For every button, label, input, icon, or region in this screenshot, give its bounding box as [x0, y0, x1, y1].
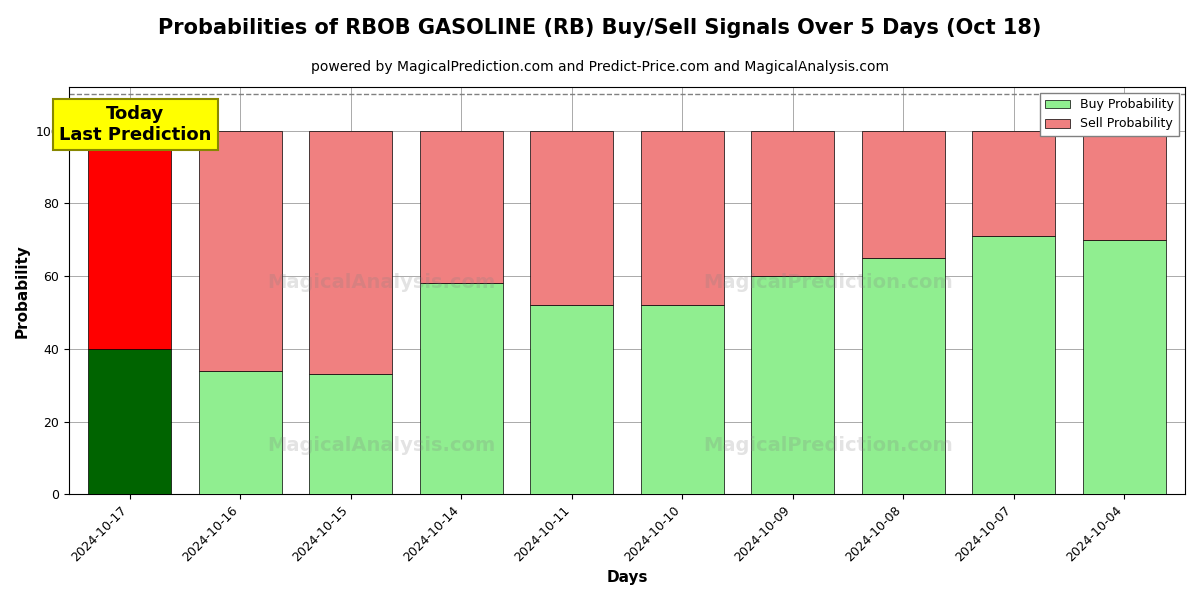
Text: MagicalPrediction.com: MagicalPrediction.com	[703, 436, 953, 455]
Bar	[1082, 131, 1165, 240]
Bar	[1082, 240, 1165, 494]
Bar	[862, 131, 944, 258]
Text: MagicalAnalysis.com: MagicalAnalysis.com	[268, 436, 496, 455]
Bar	[530, 305, 613, 494]
Bar	[751, 131, 834, 276]
Text: Probabilities of RBOB GASOLINE (RB) Buy/Sell Signals Over 5 Days (Oct 18): Probabilities of RBOB GASOLINE (RB) Buy/…	[158, 18, 1042, 38]
Bar	[89, 131, 172, 349]
Bar	[972, 236, 1055, 494]
Bar	[862, 258, 944, 494]
Bar	[199, 131, 282, 371]
Bar	[972, 131, 1055, 236]
Bar	[89, 349, 172, 494]
Text: MagicalPrediction.com: MagicalPrediction.com	[703, 273, 953, 292]
Bar	[310, 374, 392, 494]
Bar	[641, 305, 724, 494]
Bar	[751, 276, 834, 494]
Bar	[420, 131, 503, 283]
Bar	[530, 131, 613, 305]
Bar	[641, 131, 724, 305]
Text: powered by MagicalPrediction.com and Predict-Price.com and MagicalAnalysis.com: powered by MagicalPrediction.com and Pre…	[311, 60, 889, 74]
Text: MagicalAnalysis.com: MagicalAnalysis.com	[268, 273, 496, 292]
Bar	[199, 371, 282, 494]
X-axis label: Days: Days	[606, 570, 648, 585]
Bar	[420, 283, 503, 494]
Bar	[310, 131, 392, 374]
Legend: Buy Probability, Sell Probability: Buy Probability, Sell Probability	[1040, 93, 1178, 136]
Text: Today
Last Prediction: Today Last Prediction	[59, 105, 211, 144]
Y-axis label: Probability: Probability	[16, 244, 30, 338]
